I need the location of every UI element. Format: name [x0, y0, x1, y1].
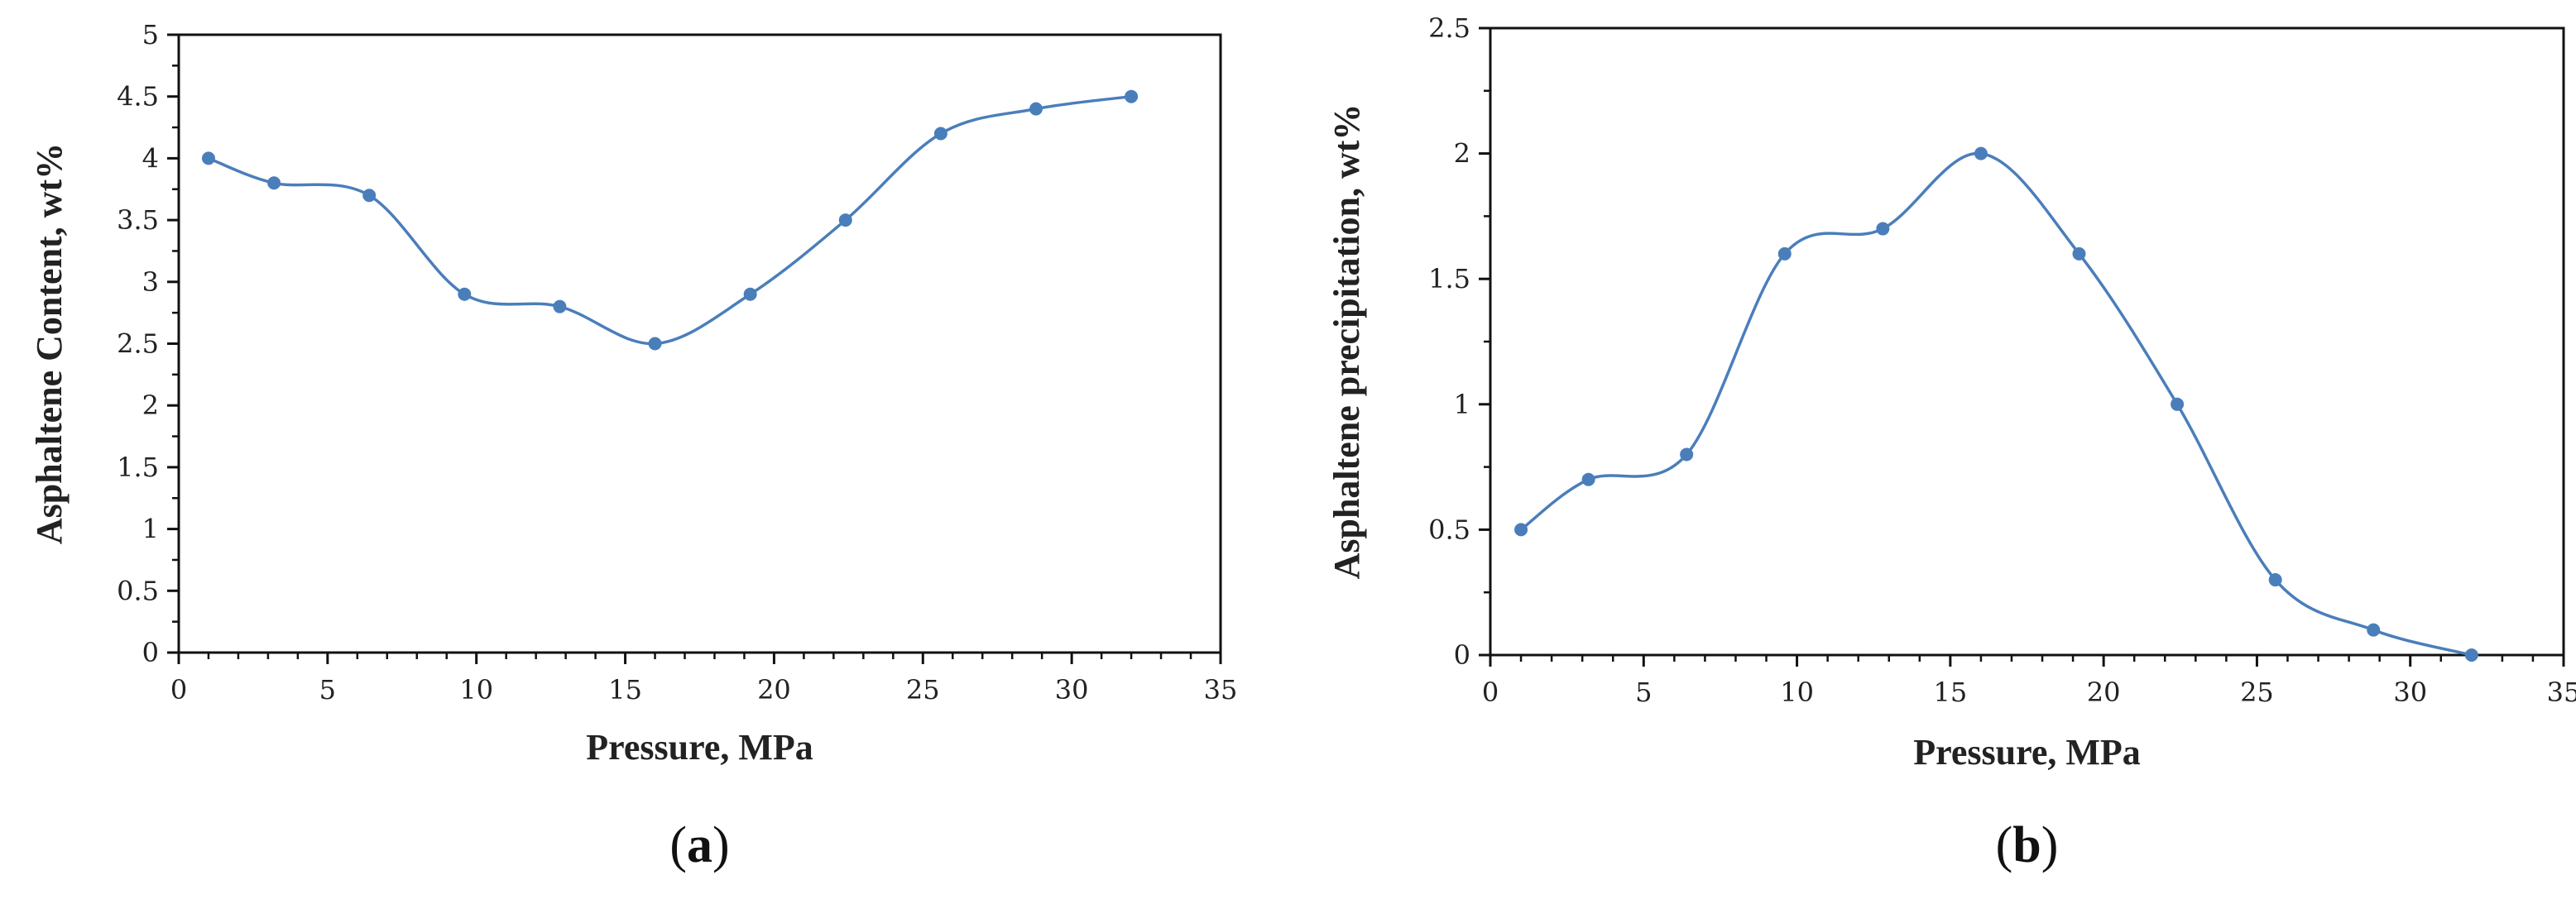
chart-b-xtick-label: 25 [2240, 677, 2274, 708]
chart-a-series-line [208, 94, 1132, 346]
chart-a-xtick-label: 10 [459, 674, 493, 706]
chart-a-ytick-label: 2 [142, 390, 159, 421]
chart-panel-a: 0 0.5 1 1.5 2 2.5 3 3.5 4 4.5 5 0 5 10 15 20 25 30 35 Press… [29, 19, 1238, 873]
chart-a-data-point [743, 287, 757, 301]
chart-b-ytick-label: 1 [1454, 389, 1470, 420]
chart-b-ytick-label: 0.5 [1428, 514, 1470, 545]
chart-a-xtick-label: 5 [319, 674, 336, 706]
chart-a-data-point [838, 213, 852, 227]
chart-a-ytick-label: 4 [142, 142, 159, 174]
chart-b-data-point [2072, 246, 2086, 261]
chart-b-panel-label: (b) [1996, 817, 2059, 873]
chart-a-plot-frame [177, 33, 1222, 654]
chart-a-xtick-label: 35 [1204, 674, 1238, 706]
chart-b-xtick-label: 10 [1780, 677, 1814, 708]
chart-b-ylabel: Asphaltene precipitation, wt% [1326, 104, 1367, 580]
chart-a-ytick-label: 0 [142, 637, 159, 668]
chart-b-ytick-label: 0 [1454, 639, 1470, 671]
chart-b-xlabel: Pressure, MPa [1913, 732, 2141, 772]
chart-b-ytick-label: 1.5 [1428, 263, 1470, 294]
chart-panel-b: 0 0.5 1 1.5 2 2.5 0 5 10 15 20 25 30 35 Pressure, MPa A… [1288, 0, 2576, 904]
chart-a-data-point [648, 337, 662, 351]
chart-a-xtick-label: 25 [906, 674, 940, 706]
chart-a-data-point [201, 151, 215, 165]
chart-b-ytick-label: 2.5 [1428, 12, 1470, 44]
chart-a-data-point [933, 127, 947, 141]
chart-a-data-point [458, 287, 472, 301]
chart-a-xlabel: Pressure, MPa [586, 727, 813, 768]
chart-a-data-point [1125, 89, 1139, 103]
chart-a-ytick-label: 0.5 [117, 575, 159, 606]
chart-a-xtick-label: 15 [608, 674, 642, 706]
chart-a-svg: 0 0.5 1 1.5 2 2.5 3 3.5 4 4.5 5 0 5 10 15 20 25 30 35 Press… [29, 19, 1238, 873]
chart-a-xtick-label: 0 [170, 674, 187, 706]
chart-a-ytick-label: 1.5 [117, 452, 159, 483]
chart-a-ytick-label: 1 [142, 514, 159, 545]
chart-b-data-point [2268, 573, 2282, 587]
chart-b-series-line [1520, 151, 2473, 657]
chart-b-xtick-label: 0 [1482, 677, 1499, 708]
chart-b-xtick-label: 35 [2547, 677, 2576, 708]
chart-b-plot-frame [1489, 26, 2565, 657]
chart-a-ytick-label: 3 [142, 266, 159, 298]
chart-a-data-point [362, 189, 377, 203]
chart-a-panel-label: (a) [669, 817, 729, 873]
chart-a-data-point [267, 176, 281, 190]
chart-b-data-point [2464, 648, 2478, 662]
chart-b-data-point [2367, 623, 2381, 637]
chart-b-data-point [1974, 146, 1988, 160]
chart-a-xtick-label: 30 [1055, 674, 1089, 706]
chart-b-xtick-label: 15 [1933, 677, 1967, 708]
chart-a-xtick-label: 20 [757, 674, 791, 706]
chart-b-xtick-label: 20 [2087, 677, 2121, 708]
chart-b-xtick-label: 30 [2393, 677, 2427, 708]
chart-a-ytick-label: 3.5 [117, 204, 159, 236]
chart-a-data-point [1029, 102, 1043, 116]
chart-b-svg: 0 0.5 1 1.5 2 2.5 0 5 10 15 20 25 30 35 Pressure, MPa A… [1326, 12, 2576, 873]
chart-a-ytick-label: 2.5 [117, 328, 159, 360]
chart-a-data-point [553, 299, 567, 313]
chart-b-data-point [2171, 397, 2185, 411]
chart-b-data-point [1777, 246, 1792, 261]
chart-b-data-point [1680, 447, 1694, 462]
chart-b-ytick-label: 2 [1454, 138, 1470, 170]
chart-b-data-point [1514, 523, 1528, 537]
chart-b-xtick-label: 5 [1635, 677, 1652, 708]
chart-b-data-point [1581, 472, 1595, 486]
chart-b-data-point [1876, 222, 1890, 236]
chart-a-ylabel: Asphaltene Content, wt% [29, 143, 70, 544]
chart-a-ytick-label: 5 [142, 19, 159, 50]
chart-a-ytick-label: 4.5 [117, 81, 159, 112]
